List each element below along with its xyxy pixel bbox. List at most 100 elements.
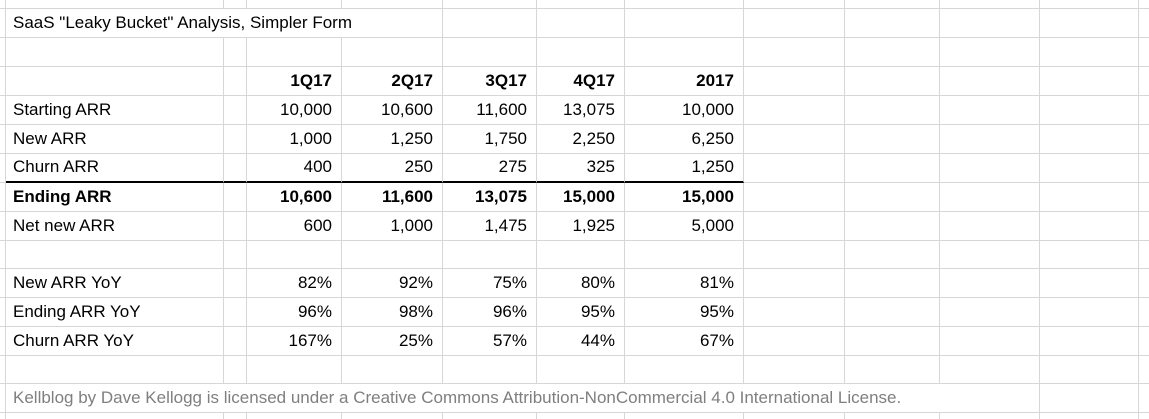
empty-cell[interactable] bbox=[940, 183, 1040, 212]
empty-cell[interactable] bbox=[845, 38, 940, 67]
empty-cell[interactable] bbox=[940, 67, 1040, 96]
cell-2017[interactable]: 10,000 bbox=[625, 96, 744, 125]
cell-4q17[interactable]: 44% bbox=[537, 327, 625, 356]
header-2q17[interactable]: 2Q17 bbox=[342, 67, 443, 96]
cell-4q17[interactable]: 2,250 bbox=[537, 125, 625, 154]
empty-cell[interactable] bbox=[1139, 183, 1149, 212]
empty-cell[interactable] bbox=[224, 67, 247, 96]
empty-cell[interactable] bbox=[342, 38, 443, 67]
empty-cell[interactable] bbox=[6, 38, 224, 67]
empty-cell[interactable] bbox=[845, 327, 940, 356]
sheet-title-cell[interactable]: SaaS "Leaky Bucket" Analysis, Simpler Fo… bbox=[6, 9, 443, 38]
empty-cell[interactable] bbox=[224, 298, 247, 327]
empty-cell[interactable] bbox=[845, 356, 940, 384]
empty-cell[interactable] bbox=[247, 241, 342, 269]
empty-cell[interactable] bbox=[625, 241, 744, 269]
empty-cell[interactable] bbox=[1139, 125, 1149, 154]
row-label[interactable]: Ending ARR YoY bbox=[6, 298, 224, 327]
cell-2017[interactable]: 67% bbox=[625, 327, 744, 356]
empty-cell[interactable] bbox=[744, 67, 845, 96]
cell-3q17[interactable]: 57% bbox=[443, 327, 537, 356]
empty-cell[interactable] bbox=[744, 356, 845, 384]
cell-2017[interactable]: 1,250 bbox=[625, 154, 744, 183]
license-text[interactable]: Kellblog by Dave Kellogg is licensed und… bbox=[6, 384, 1040, 413]
empty-cell[interactable] bbox=[744, 154, 845, 183]
empty-cell[interactable] bbox=[845, 9, 940, 38]
cell-2017[interactable]: 81% bbox=[625, 269, 744, 298]
header-3q17[interactable]: 3Q17 bbox=[443, 67, 537, 96]
cell-3q17[interactable]: 1,475 bbox=[443, 212, 537, 241]
empty-cell[interactable] bbox=[443, 356, 537, 384]
empty-cell[interactable] bbox=[1040, 38, 1139, 67]
empty-cell[interactable] bbox=[845, 269, 940, 298]
empty-cell[interactable] bbox=[6, 241, 224, 269]
empty-cell[interactable] bbox=[1040, 298, 1139, 327]
cell-4q17[interactable]: 80% bbox=[537, 269, 625, 298]
empty-cell[interactable] bbox=[1139, 96, 1149, 125]
row-label[interactable]: Ending ARR bbox=[6, 183, 224, 212]
empty-cell[interactable] bbox=[744, 212, 845, 241]
empty-cell[interactable] bbox=[845, 67, 940, 96]
empty-cell[interactable] bbox=[940, 154, 1040, 183]
empty-cell[interactable] bbox=[224, 269, 247, 298]
header-1q17[interactable]: 1Q17 bbox=[247, 67, 342, 96]
cell-1q17[interactable]: 400 bbox=[247, 154, 342, 183]
cell-4q17[interactable]: 1,925 bbox=[537, 212, 625, 241]
header-2017[interactable]: 2017 bbox=[625, 67, 744, 96]
empty-cell[interactable] bbox=[845, 241, 940, 269]
empty-cell[interactable] bbox=[537, 38, 625, 67]
row-label[interactable]: Churn ARR bbox=[6, 154, 224, 183]
cell-2017[interactable]: 6,250 bbox=[625, 125, 744, 154]
empty-cell[interactable] bbox=[744, 125, 845, 154]
cell-4q17[interactable]: 13,075 bbox=[537, 96, 625, 125]
empty-cell[interactable] bbox=[744, 298, 845, 327]
row-label[interactable]: Net new ARR bbox=[6, 212, 224, 241]
cell-1q17[interactable]: 600 bbox=[247, 212, 342, 241]
empty-cell[interactable] bbox=[1139, 9, 1149, 38]
empty-cell[interactable] bbox=[1139, 241, 1149, 269]
empty-cell[interactable] bbox=[940, 38, 1040, 67]
empty-cell[interactable] bbox=[6, 67, 224, 96]
cell-2q17[interactable]: 98% bbox=[342, 298, 443, 327]
empty-cell[interactable] bbox=[744, 183, 845, 212]
row-label[interactable]: New ARR bbox=[6, 125, 224, 154]
empty-cell[interactable] bbox=[224, 125, 247, 154]
empty-cell[interactable] bbox=[1139, 269, 1149, 298]
empty-cell[interactable] bbox=[940, 298, 1040, 327]
empty-cell[interactable] bbox=[1040, 9, 1139, 38]
empty-cell[interactable] bbox=[342, 241, 443, 269]
empty-cell[interactable] bbox=[744, 327, 845, 356]
empty-cell[interactable] bbox=[342, 356, 443, 384]
empty-cell[interactable] bbox=[224, 327, 247, 356]
empty-cell[interactable] bbox=[537, 9, 625, 38]
empty-cell[interactable] bbox=[537, 241, 625, 269]
empty-cell[interactable] bbox=[443, 38, 537, 67]
cell-1q17[interactable]: 1,000 bbox=[247, 125, 342, 154]
empty-cell[interactable] bbox=[940, 327, 1040, 356]
row-label[interactable]: Churn ARR YoY bbox=[6, 327, 224, 356]
empty-cell[interactable] bbox=[845, 154, 940, 183]
cell-2017[interactable]: 15,000 bbox=[625, 183, 744, 212]
cell-4q17[interactable]: 95% bbox=[537, 298, 625, 327]
cell-4q17[interactable]: 325 bbox=[537, 154, 625, 183]
cell-2q17[interactable]: 25% bbox=[342, 327, 443, 356]
empty-cell[interactable] bbox=[1040, 212, 1139, 241]
empty-cell[interactable] bbox=[845, 125, 940, 154]
empty-cell[interactable] bbox=[537, 356, 625, 384]
empty-cell[interactable] bbox=[1139, 212, 1149, 241]
cell-3q17[interactable]: 13,075 bbox=[443, 183, 537, 212]
empty-cell[interactable] bbox=[940, 356, 1040, 384]
empty-cell[interactable] bbox=[1040, 269, 1139, 298]
cell-2q17[interactable]: 92% bbox=[342, 269, 443, 298]
cell-2q17[interactable]: 10,600 bbox=[342, 96, 443, 125]
empty-cell[interactable] bbox=[6, 356, 224, 384]
empty-cell[interactable] bbox=[744, 9, 845, 38]
empty-cell[interactable] bbox=[1040, 183, 1139, 212]
empty-cell[interactable] bbox=[940, 125, 1040, 154]
empty-cell[interactable] bbox=[1040, 154, 1139, 183]
empty-cell[interactable] bbox=[247, 38, 342, 67]
empty-cell[interactable] bbox=[443, 241, 537, 269]
empty-cell[interactable] bbox=[744, 96, 845, 125]
empty-cell[interactable] bbox=[1139, 356, 1149, 384]
empty-cell[interactable] bbox=[224, 241, 247, 269]
